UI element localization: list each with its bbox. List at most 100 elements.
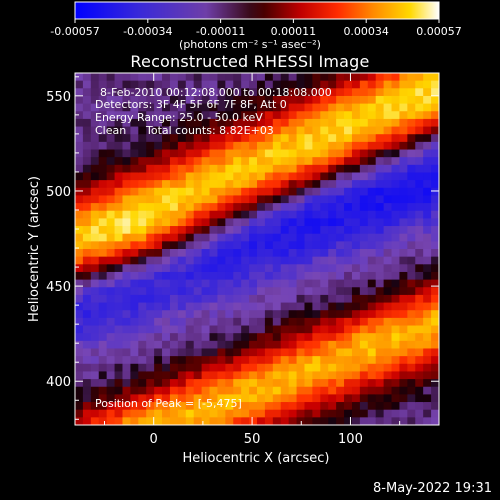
heatmap-cell [75,294,84,304]
heatmap-cell [344,356,353,365]
heatmap-cell [431,157,439,166]
heatmap-cell [257,210,266,219]
heatmap-cell [154,241,163,250]
heatmap-cell [257,333,266,342]
heatmap-cell [351,226,361,235]
heatmap-cell [138,256,147,265]
heatmap-cell [264,271,274,281]
heatmap-cell [288,417,298,425]
heatmap-cell [209,325,219,334]
heatmap-cell [114,271,124,281]
heatmap-cell [312,271,321,281]
heatmap-cell [146,333,155,342]
heatmap-cell [201,279,211,288]
heatmap-cell [288,73,298,82]
heatmap-cell [138,363,147,373]
heatmap-cell [296,118,306,128]
heatmap-cell [367,287,377,296]
heatmap-cell [351,80,361,89]
heatmap-cell [233,356,242,365]
heatmap-cell [217,210,226,219]
heatmap-cell [90,379,100,388]
heatmap-cell [312,226,321,235]
heatmap-cell [209,157,219,166]
heatmap-cell [344,417,353,425]
heatmap-cell [431,249,439,258]
heatmap-cell [375,210,385,219]
heatmap-cell [138,95,147,105]
heatmap-cell [90,203,100,212]
heatmap-cell [304,180,313,189]
heatmap-cell [359,103,369,112]
heatmap-cell [169,325,179,334]
heatmap-cell [375,95,385,105]
heatmap-cell [359,409,369,418]
heatmap-cell [138,417,147,425]
heatmap-cell [328,302,337,311]
heatmap-cell [375,73,385,82]
heatmap-cell [98,402,108,411]
heatmap-cell [391,386,401,395]
heatmap-cell [367,203,377,212]
heatmap-cell [130,241,139,250]
heatmap-cell [415,287,424,296]
heatmap-cell [280,287,290,296]
heatmap-cell [423,310,432,319]
heatmap-cell [296,134,306,143]
heatmap-cell [154,187,163,197]
heatmap-cell [98,363,108,373]
heatmap-cell [177,287,187,296]
heatmap-cell [351,264,361,273]
heatmap-cell [146,264,155,273]
heatmap-cell [351,340,361,350]
heatmap-cell [169,287,179,296]
heatmap-cell [177,218,187,227]
heatmap-cell [383,333,393,342]
heatmap-cell [391,80,401,89]
heatmap-cell [154,279,163,288]
heatmap-cell [162,118,171,128]
heatmap-cell [193,226,203,235]
heatmap-cell [272,149,282,158]
heatmap-cell [90,141,100,151]
heatmap-cell [280,164,290,174]
heatmap-cell [249,111,258,120]
heatmap-cell [201,172,211,181]
heatmap-cell [344,394,353,403]
heatmap-cell [383,149,393,158]
heatmap-cell [233,386,242,395]
heatmap-cell [344,195,353,204]
heatmap-cell [391,394,401,403]
heatmap-cell [114,73,124,82]
heatmap-cell [169,210,179,219]
heatmap-cell [320,294,329,304]
heatmap-cell [359,363,369,373]
heatmap-cell [162,195,171,204]
heatmap-cell [185,333,195,342]
heatmap-cell [391,195,401,204]
heatmap-cell [193,164,203,174]
heatmap-cell [344,172,353,181]
heatmap-cell [272,363,282,373]
heatmap-cell [391,310,401,319]
heatmap-cell [328,409,337,418]
heatmap-cell [241,417,250,425]
heatmap-cell [75,402,84,411]
heatmap-cell [122,386,131,395]
heatmap-cell [257,218,266,227]
heatmap-cell [122,271,131,281]
heatmap-cell [146,371,155,380]
heatmap-cell [328,363,337,373]
heatmap-cell [122,325,131,334]
heatmap-cell [375,417,385,425]
peak-position-text: Position of Peak = [-5,475] [95,397,242,410]
heatmap-cell [351,409,361,418]
heatmap-cell [75,264,84,273]
heatmap-cell [391,371,401,380]
heatmap-cell [344,73,353,82]
heatmap-cell [169,172,179,181]
heatmap-cell [106,118,116,128]
heatmap-cell [336,287,345,296]
heatmap-cell [130,279,139,288]
heatmap-cell [90,233,100,242]
